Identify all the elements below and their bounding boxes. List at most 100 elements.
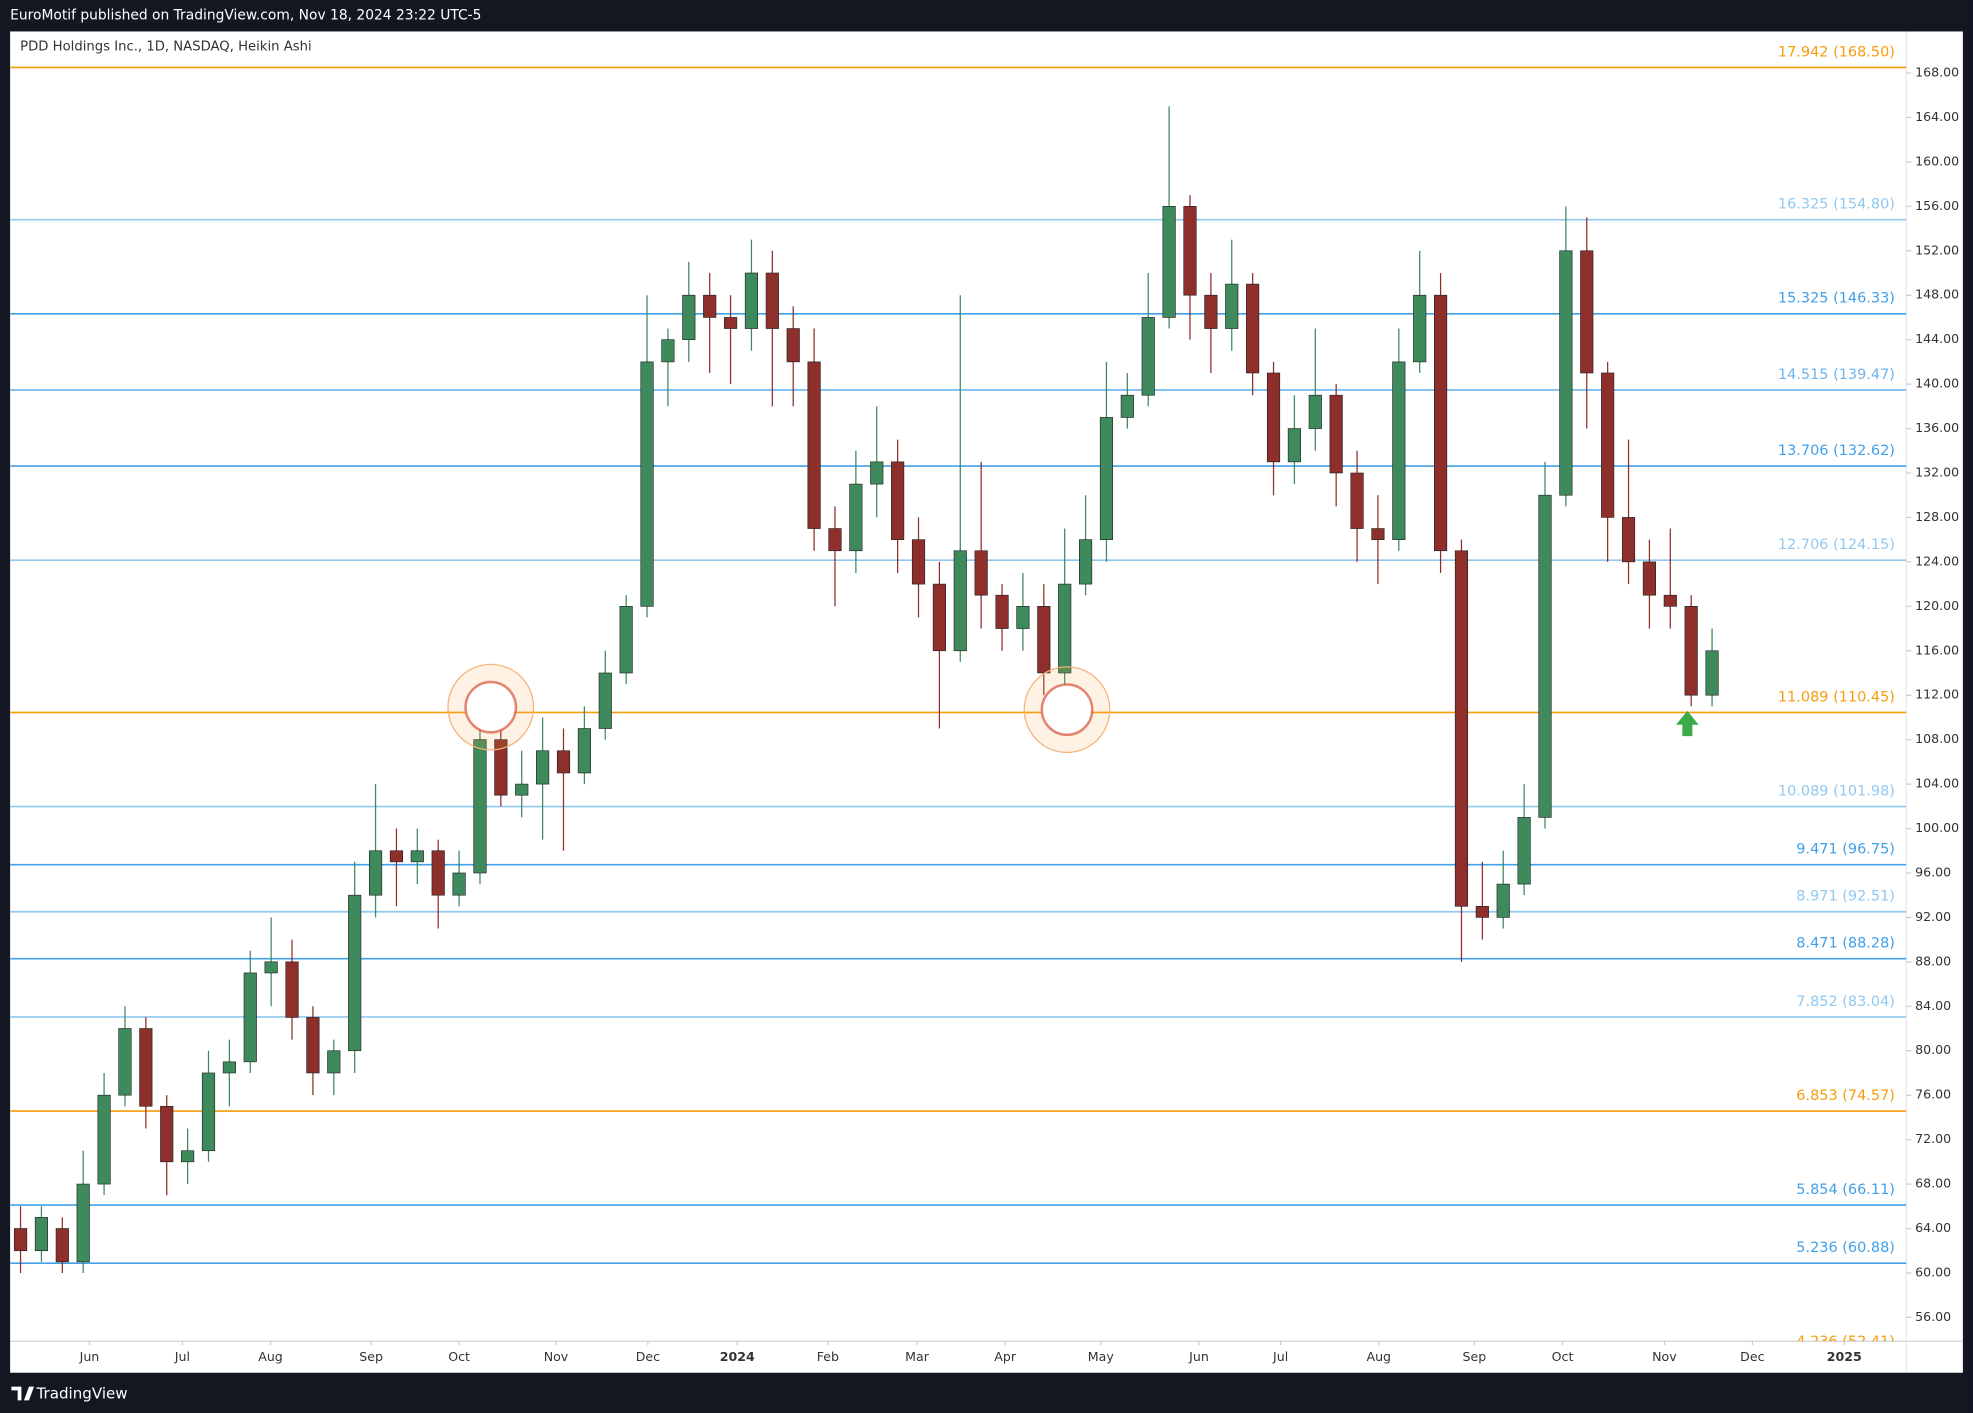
y-tick-label: 160.00 xyxy=(1915,153,1959,168)
candle-body xyxy=(870,461,884,485)
y-tick-label: 96.00 xyxy=(1915,864,1951,879)
candle-body xyxy=(953,550,967,652)
candle-body xyxy=(536,750,550,785)
candle-body xyxy=(1350,472,1364,529)
candle-body xyxy=(139,1028,153,1107)
level-label: 6.853 (74.57) xyxy=(1796,1088,1895,1104)
y-tick-label: 104.00 xyxy=(1915,776,1959,791)
level-label: 10.089 (101.98) xyxy=(1778,783,1895,799)
level-label: 13.706 (132.62) xyxy=(1778,443,1895,459)
candle-body xyxy=(34,1217,49,1252)
y-tick-label: 164.00 xyxy=(1915,109,1959,124)
candle-body xyxy=(473,739,487,874)
candle-body xyxy=(765,272,779,329)
brand: TradingView xyxy=(36,1385,128,1403)
candle-body xyxy=(1141,317,1155,396)
candle-body xyxy=(55,1228,69,1263)
y-tick-label: 132.00 xyxy=(1915,464,1959,479)
candle-body xyxy=(1475,905,1489,918)
y-tick-label: 56.00 xyxy=(1915,1309,1951,1324)
candle-body xyxy=(243,972,257,1063)
candle-body xyxy=(1538,494,1552,818)
y-tick-label: 148.00 xyxy=(1915,287,1959,302)
candle-body xyxy=(494,739,508,796)
plot: 17.942 (168.50) 16.325 (154.80) 15.325 (14… xyxy=(10,44,1907,1350)
x-tick-label: Nov xyxy=(544,1349,569,1364)
y-tick-label: 84.00 xyxy=(1915,998,1951,1013)
candle-body xyxy=(849,483,863,552)
candle-body xyxy=(327,1050,341,1074)
candle-body xyxy=(1099,417,1114,540)
candle-body xyxy=(1120,394,1134,418)
y-tick-label: 100.00 xyxy=(1915,820,1959,835)
x-tick-label: Feb xyxy=(817,1349,839,1364)
x-tick-label: Jun xyxy=(1188,1349,1209,1364)
level-label: 7.852 (83.04) xyxy=(1796,994,1895,1010)
candle-body xyxy=(368,850,383,896)
y-tick-label: 112.00 xyxy=(1915,687,1959,702)
candle-body xyxy=(1663,594,1677,607)
x-tick-label: Oct xyxy=(1552,1349,1574,1364)
y-tick-label: 116.00 xyxy=(1915,642,1959,657)
candle-body xyxy=(1329,394,1343,474)
y-tick-label: 108.00 xyxy=(1915,731,1959,746)
candle-body xyxy=(410,850,424,863)
y-tick-label: 80.00 xyxy=(1915,1042,1951,1057)
candle-body xyxy=(807,361,821,529)
candle-body xyxy=(786,328,800,363)
candle-body xyxy=(995,594,1009,629)
candle-body xyxy=(1454,550,1469,907)
candle-body xyxy=(682,294,696,340)
x-tick-label: Dec xyxy=(636,1349,660,1364)
candle-body xyxy=(974,550,988,596)
chart-panel xyxy=(10,31,1963,1373)
y-tick-label: 136.00 xyxy=(1915,420,1959,435)
level-label: 12.706 (124.15) xyxy=(1778,537,1895,553)
x-tick-label: 2024 xyxy=(720,1349,755,1364)
candle-body xyxy=(1705,650,1719,696)
level-label: 8.471 (88.28) xyxy=(1796,936,1895,952)
candle-body xyxy=(1225,283,1239,329)
candle-body xyxy=(1621,517,1636,563)
candle-body xyxy=(1371,528,1385,540)
level-label: 5.854 (66.11) xyxy=(1796,1182,1895,1198)
y-tick-label: 92.00 xyxy=(1915,909,1951,924)
candle-body xyxy=(577,728,591,774)
up-arrow xyxy=(1676,710,1699,737)
candle-body xyxy=(723,317,738,329)
y-tick-label: 120.00 xyxy=(1915,598,1959,613)
x-tick-label: Dec xyxy=(1740,1349,1764,1364)
level-label: 8.971 (92.51) xyxy=(1796,889,1895,905)
candle-body xyxy=(431,850,445,896)
candle-body xyxy=(1559,250,1573,496)
x-tick-label: Jul xyxy=(1272,1349,1288,1364)
marker-ring xyxy=(1040,683,1094,737)
candle-body xyxy=(1058,583,1072,674)
candle-body xyxy=(1601,372,1615,518)
candle-body xyxy=(828,528,842,552)
x-tick-label: Mar xyxy=(905,1349,930,1364)
y-tick-label: 124.00 xyxy=(1915,553,1959,568)
level-label: 4.236 (52.41) xyxy=(1796,1334,1895,1350)
candle-body xyxy=(1496,883,1510,918)
candle-body xyxy=(76,1183,90,1263)
candle-body xyxy=(97,1094,111,1185)
candle-body xyxy=(1266,372,1281,463)
y-tick-label: 64.00 xyxy=(1915,1220,1951,1235)
candle-body xyxy=(118,1028,132,1096)
x-tick-label: Apr xyxy=(994,1349,1017,1364)
y-tick-label: 140.00 xyxy=(1915,376,1959,391)
circle-markers xyxy=(447,663,1111,754)
candle-body xyxy=(13,1228,28,1252)
x-tick-label: Aug xyxy=(258,1349,283,1364)
candle-body xyxy=(285,961,299,1018)
logo-mark xyxy=(11,1386,35,1401)
candle-body xyxy=(201,1072,216,1152)
candle-body xyxy=(1078,539,1093,585)
candle-body xyxy=(744,272,759,329)
candle-body xyxy=(1204,294,1218,329)
level-label: 14.515 (139.47) xyxy=(1778,367,1895,383)
candle-body xyxy=(1392,361,1406,540)
candle-body xyxy=(160,1105,174,1163)
